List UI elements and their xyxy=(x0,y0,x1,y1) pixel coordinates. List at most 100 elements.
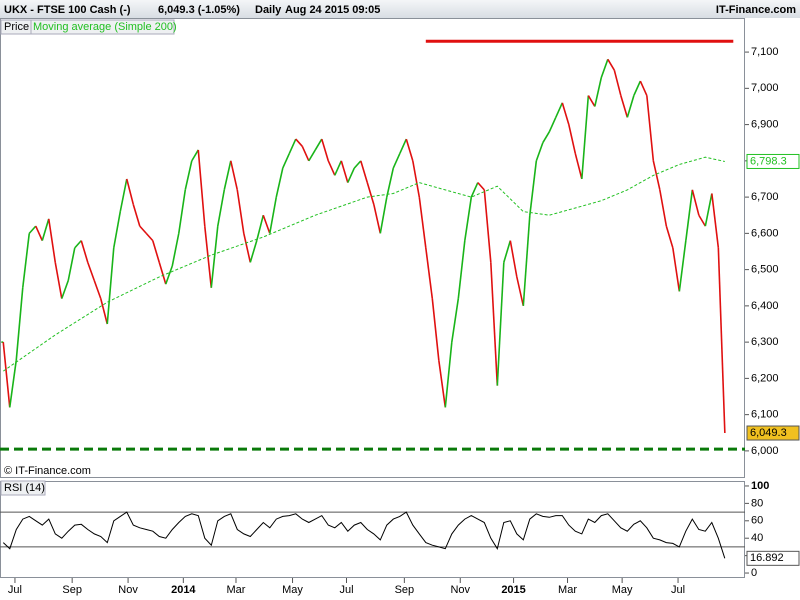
price-bar xyxy=(704,193,713,227)
price-bar xyxy=(262,214,271,234)
price-bar xyxy=(594,77,603,107)
price-bar xyxy=(386,167,395,198)
price-bar xyxy=(418,197,427,248)
rsi-panel xyxy=(0,481,745,578)
y-tick-label: 6,200 xyxy=(751,372,779,384)
x-tick-label: Jul xyxy=(8,584,22,596)
price-bar xyxy=(74,240,82,249)
y-tick-label: 6,700 xyxy=(751,191,779,203)
price-bar xyxy=(555,102,564,118)
price-bar xyxy=(379,196,388,234)
copyright: © IT-Finance.com xyxy=(4,465,91,477)
price-bar xyxy=(516,276,525,307)
price-bar xyxy=(243,233,252,263)
price-bar xyxy=(477,182,485,191)
price-bar xyxy=(256,215,265,241)
price-bar xyxy=(678,240,687,292)
price-bar xyxy=(639,80,648,96)
price-bar xyxy=(8,360,18,408)
price-bar xyxy=(717,247,726,434)
price-bar xyxy=(301,146,310,162)
price-bar xyxy=(438,360,447,408)
price-bar xyxy=(412,160,421,198)
price-bar xyxy=(216,189,226,227)
value-tag-label: 16.892 xyxy=(750,552,784,564)
price-bar xyxy=(132,204,141,227)
price-bar xyxy=(503,240,512,263)
price-bar xyxy=(2,342,11,408)
price-bar xyxy=(568,124,577,154)
price-bar xyxy=(93,280,102,299)
y-tick-label: 7,000 xyxy=(751,82,779,94)
legend-box xyxy=(30,19,175,35)
x-tick-label: Jul xyxy=(339,584,353,596)
price-bar xyxy=(347,167,356,183)
price-bar xyxy=(490,262,499,386)
price-bar xyxy=(698,214,707,227)
y-tick-label: 6,100 xyxy=(751,409,779,421)
y-tick-label: 6,400 xyxy=(751,300,779,312)
y-tick-label: 6,600 xyxy=(751,227,779,239)
header-bar xyxy=(0,0,800,18)
price-bar xyxy=(483,189,492,263)
price-bar xyxy=(626,95,635,118)
y-tick-label: 80 xyxy=(751,497,763,509)
price-bar xyxy=(444,342,453,408)
price-panel xyxy=(0,18,745,478)
value-tag-label: 6,798.3 xyxy=(750,155,787,167)
price-bar xyxy=(152,240,161,263)
price-bar xyxy=(106,247,115,325)
x-tick-label: Nov xyxy=(118,584,138,596)
y-tick-label: 40 xyxy=(751,532,763,544)
price-bar xyxy=(353,160,362,169)
price-bar xyxy=(646,95,655,161)
price-bar xyxy=(165,265,174,285)
price-bar xyxy=(125,178,135,205)
header-title: UKX - FTSE 100 Cash (-) xyxy=(4,4,131,16)
price-bar xyxy=(509,240,518,278)
price-bar xyxy=(366,182,375,205)
price-bar xyxy=(691,189,700,216)
price-bar xyxy=(308,149,316,162)
price-bar xyxy=(67,247,76,281)
price-bar xyxy=(457,240,466,299)
value-tag xyxy=(746,153,800,169)
price-bar xyxy=(522,215,531,306)
price-bar xyxy=(587,95,596,107)
price-bar xyxy=(87,262,96,281)
price-bar xyxy=(54,262,63,299)
price-bar xyxy=(600,59,609,78)
price-bar xyxy=(288,138,297,154)
price-bar xyxy=(327,160,336,176)
legend-price: Price xyxy=(4,21,29,33)
price-bar xyxy=(28,225,37,234)
price-bar xyxy=(535,142,544,162)
price-bar xyxy=(191,149,199,162)
price-bar xyxy=(47,218,57,263)
x-tick-label: Sep xyxy=(395,584,415,596)
header-brand: IT-Finance.com xyxy=(716,4,796,16)
price-bar xyxy=(360,160,369,183)
y-tick-label: 6,300 xyxy=(751,336,779,348)
price-bar xyxy=(451,298,460,343)
price-bar xyxy=(711,193,720,248)
price-bar xyxy=(496,262,505,386)
y-tick-label: 6,500 xyxy=(751,264,779,276)
value-tag-label: 6,049.3 xyxy=(750,427,787,439)
price-bar xyxy=(321,138,330,162)
y-tick-label: 6,900 xyxy=(751,118,779,130)
price-bar xyxy=(210,226,219,288)
price-bar xyxy=(574,153,583,180)
price-bar xyxy=(340,160,349,183)
price-bar xyxy=(633,80,642,96)
y-tick-label: 60 xyxy=(751,515,763,527)
price-bar xyxy=(399,138,408,154)
price-bar xyxy=(112,211,122,249)
price-bar xyxy=(542,131,551,144)
price-bar xyxy=(314,138,323,151)
price-bar xyxy=(268,196,278,234)
price-bar xyxy=(334,160,343,176)
x-tick-label: Sep xyxy=(62,584,82,596)
